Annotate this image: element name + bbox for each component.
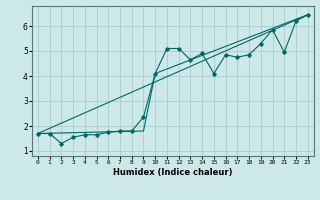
- X-axis label: Humidex (Indice chaleur): Humidex (Indice chaleur): [113, 168, 233, 177]
